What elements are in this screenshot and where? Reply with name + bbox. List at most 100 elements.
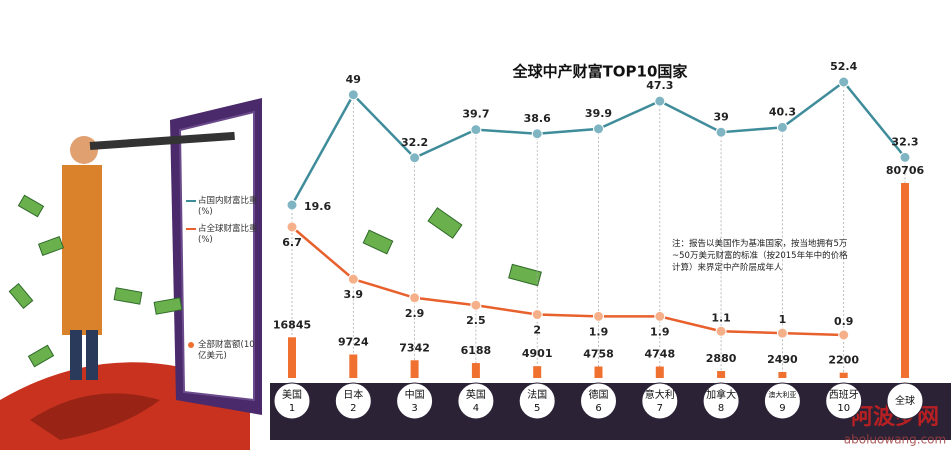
x-tick-label: 英国 — [466, 388, 486, 401]
category-badge — [334, 382, 372, 420]
x-tick-label: 美国 — [282, 388, 302, 401]
data-label: 6.7 — [282, 236, 302, 249]
bar-label: 6188 — [461, 344, 492, 357]
rank-label: 10 — [837, 403, 850, 414]
data-label: 3.9 — [344, 288, 364, 301]
x-tick-label: 日本 — [343, 388, 363, 401]
x-tick-label: 德国 — [589, 388, 609, 401]
point — [347, 89, 359, 101]
bar — [471, 363, 480, 378]
data-label: 47.3 — [646, 79, 673, 92]
x-tick-label: 全球 — [895, 394, 915, 407]
point — [838, 76, 850, 88]
point — [593, 310, 604, 322]
category-badge — [641, 382, 679, 420]
illustration — [0, 98, 542, 450]
point — [776, 327, 788, 339]
data-label: 2.5 — [466, 314, 486, 327]
rank-label: 5 — [534, 403, 540, 414]
rank-label: 6 — [595, 403, 601, 414]
data-label: 1.1 — [711, 311, 731, 324]
x-tick-label: 加拿大 — [706, 388, 736, 401]
point — [409, 152, 421, 164]
bar-label: 4758 — [583, 348, 614, 361]
bar — [901, 183, 909, 378]
data-label: 39.7 — [462, 108, 489, 121]
point — [654, 95, 666, 107]
note: 注：报告以美国作为基准国家，按当地拥有5万~50万美元财富的标准（按2015年年… — [672, 239, 848, 273]
category-badge — [580, 382, 617, 420]
point — [409, 292, 421, 304]
data-label: 39.9 — [585, 107, 612, 120]
bar-label: 4748 — [644, 348, 675, 361]
category-badge — [763, 382, 801, 420]
data-label: 40.3 — [769, 105, 796, 118]
rank-label: 8 — [718, 403, 724, 414]
point — [654, 310, 666, 322]
point — [715, 325, 727, 337]
data-label: 38.6 — [524, 112, 551, 125]
x-tick-label: 意大利 — [645, 388, 675, 401]
x-tick-label: 法国 — [527, 388, 547, 401]
category-badge — [825, 382, 863, 420]
data-label: 1 — [779, 313, 787, 326]
data-label: 49 — [346, 73, 361, 86]
bar — [410, 360, 419, 378]
bar-label: 16845 — [273, 318, 311, 331]
data-label: 2.9 — [405, 307, 425, 320]
point — [286, 199, 298, 211]
point — [899, 151, 911, 163]
x-tick-label: 澳大利亚 — [768, 390, 796, 399]
point — [286, 221, 298, 233]
rank-label: 9 — [779, 403, 785, 414]
point — [470, 124, 482, 136]
rank-label: 3 — [411, 403, 417, 414]
x-tick-label: 中国 — [405, 388, 425, 401]
bar-label: 4901 — [522, 347, 553, 360]
legend-mark — [188, 342, 194, 348]
legend-label: 占国内财富比重(%) — [198, 196, 258, 217]
point — [470, 299, 482, 311]
line — [291, 226, 844, 337]
data-label: 32.2 — [401, 136, 428, 149]
bar — [717, 371, 726, 378]
data-label: 0.9 — [834, 315, 854, 328]
category-badge — [396, 382, 434, 420]
data-label: 1.9 — [650, 325, 670, 338]
category-badge — [886, 382, 924, 420]
category-badge — [702, 382, 740, 420]
bar-label: 2490 — [767, 353, 798, 366]
data-label: 39 — [713, 110, 728, 123]
category-badge — [518, 382, 556, 420]
category-badge — [457, 382, 495, 420]
bar — [594, 366, 603, 378]
data-label: 2 — [533, 324, 541, 337]
bar — [839, 372, 848, 378]
point — [531, 128, 543, 140]
watermark: aboluowang.com — [844, 433, 946, 447]
bar-label: 2200 — [828, 354, 859, 367]
bar — [288, 337, 296, 378]
legend-label: 全部财富额(10亿美元) — [198, 340, 255, 361]
chart-title: 全球中产财富TOP10国家 — [512, 63, 688, 81]
x-tick-label: 西班牙 — [829, 389, 859, 401]
data-label: 19.6 — [304, 200, 331, 213]
bar-label: 7342 — [399, 341, 430, 354]
data-label: 1.9 — [589, 325, 609, 338]
bar-label: 2880 — [706, 352, 737, 365]
category-badge — [273, 382, 311, 420]
point — [776, 121, 788, 133]
point — [347, 273, 359, 285]
point — [838, 329, 850, 341]
point — [531, 309, 543, 321]
rank-label: 4 — [473, 403, 479, 414]
bar — [778, 371, 787, 378]
rank-label: 7 — [657, 403, 663, 414]
rank-label: 2 — [350, 403, 356, 414]
point — [593, 123, 604, 135]
legend-label: 占全球财富比重(%) — [198, 224, 258, 245]
rank-label: 1 — [289, 403, 295, 414]
bar — [533, 366, 542, 378]
